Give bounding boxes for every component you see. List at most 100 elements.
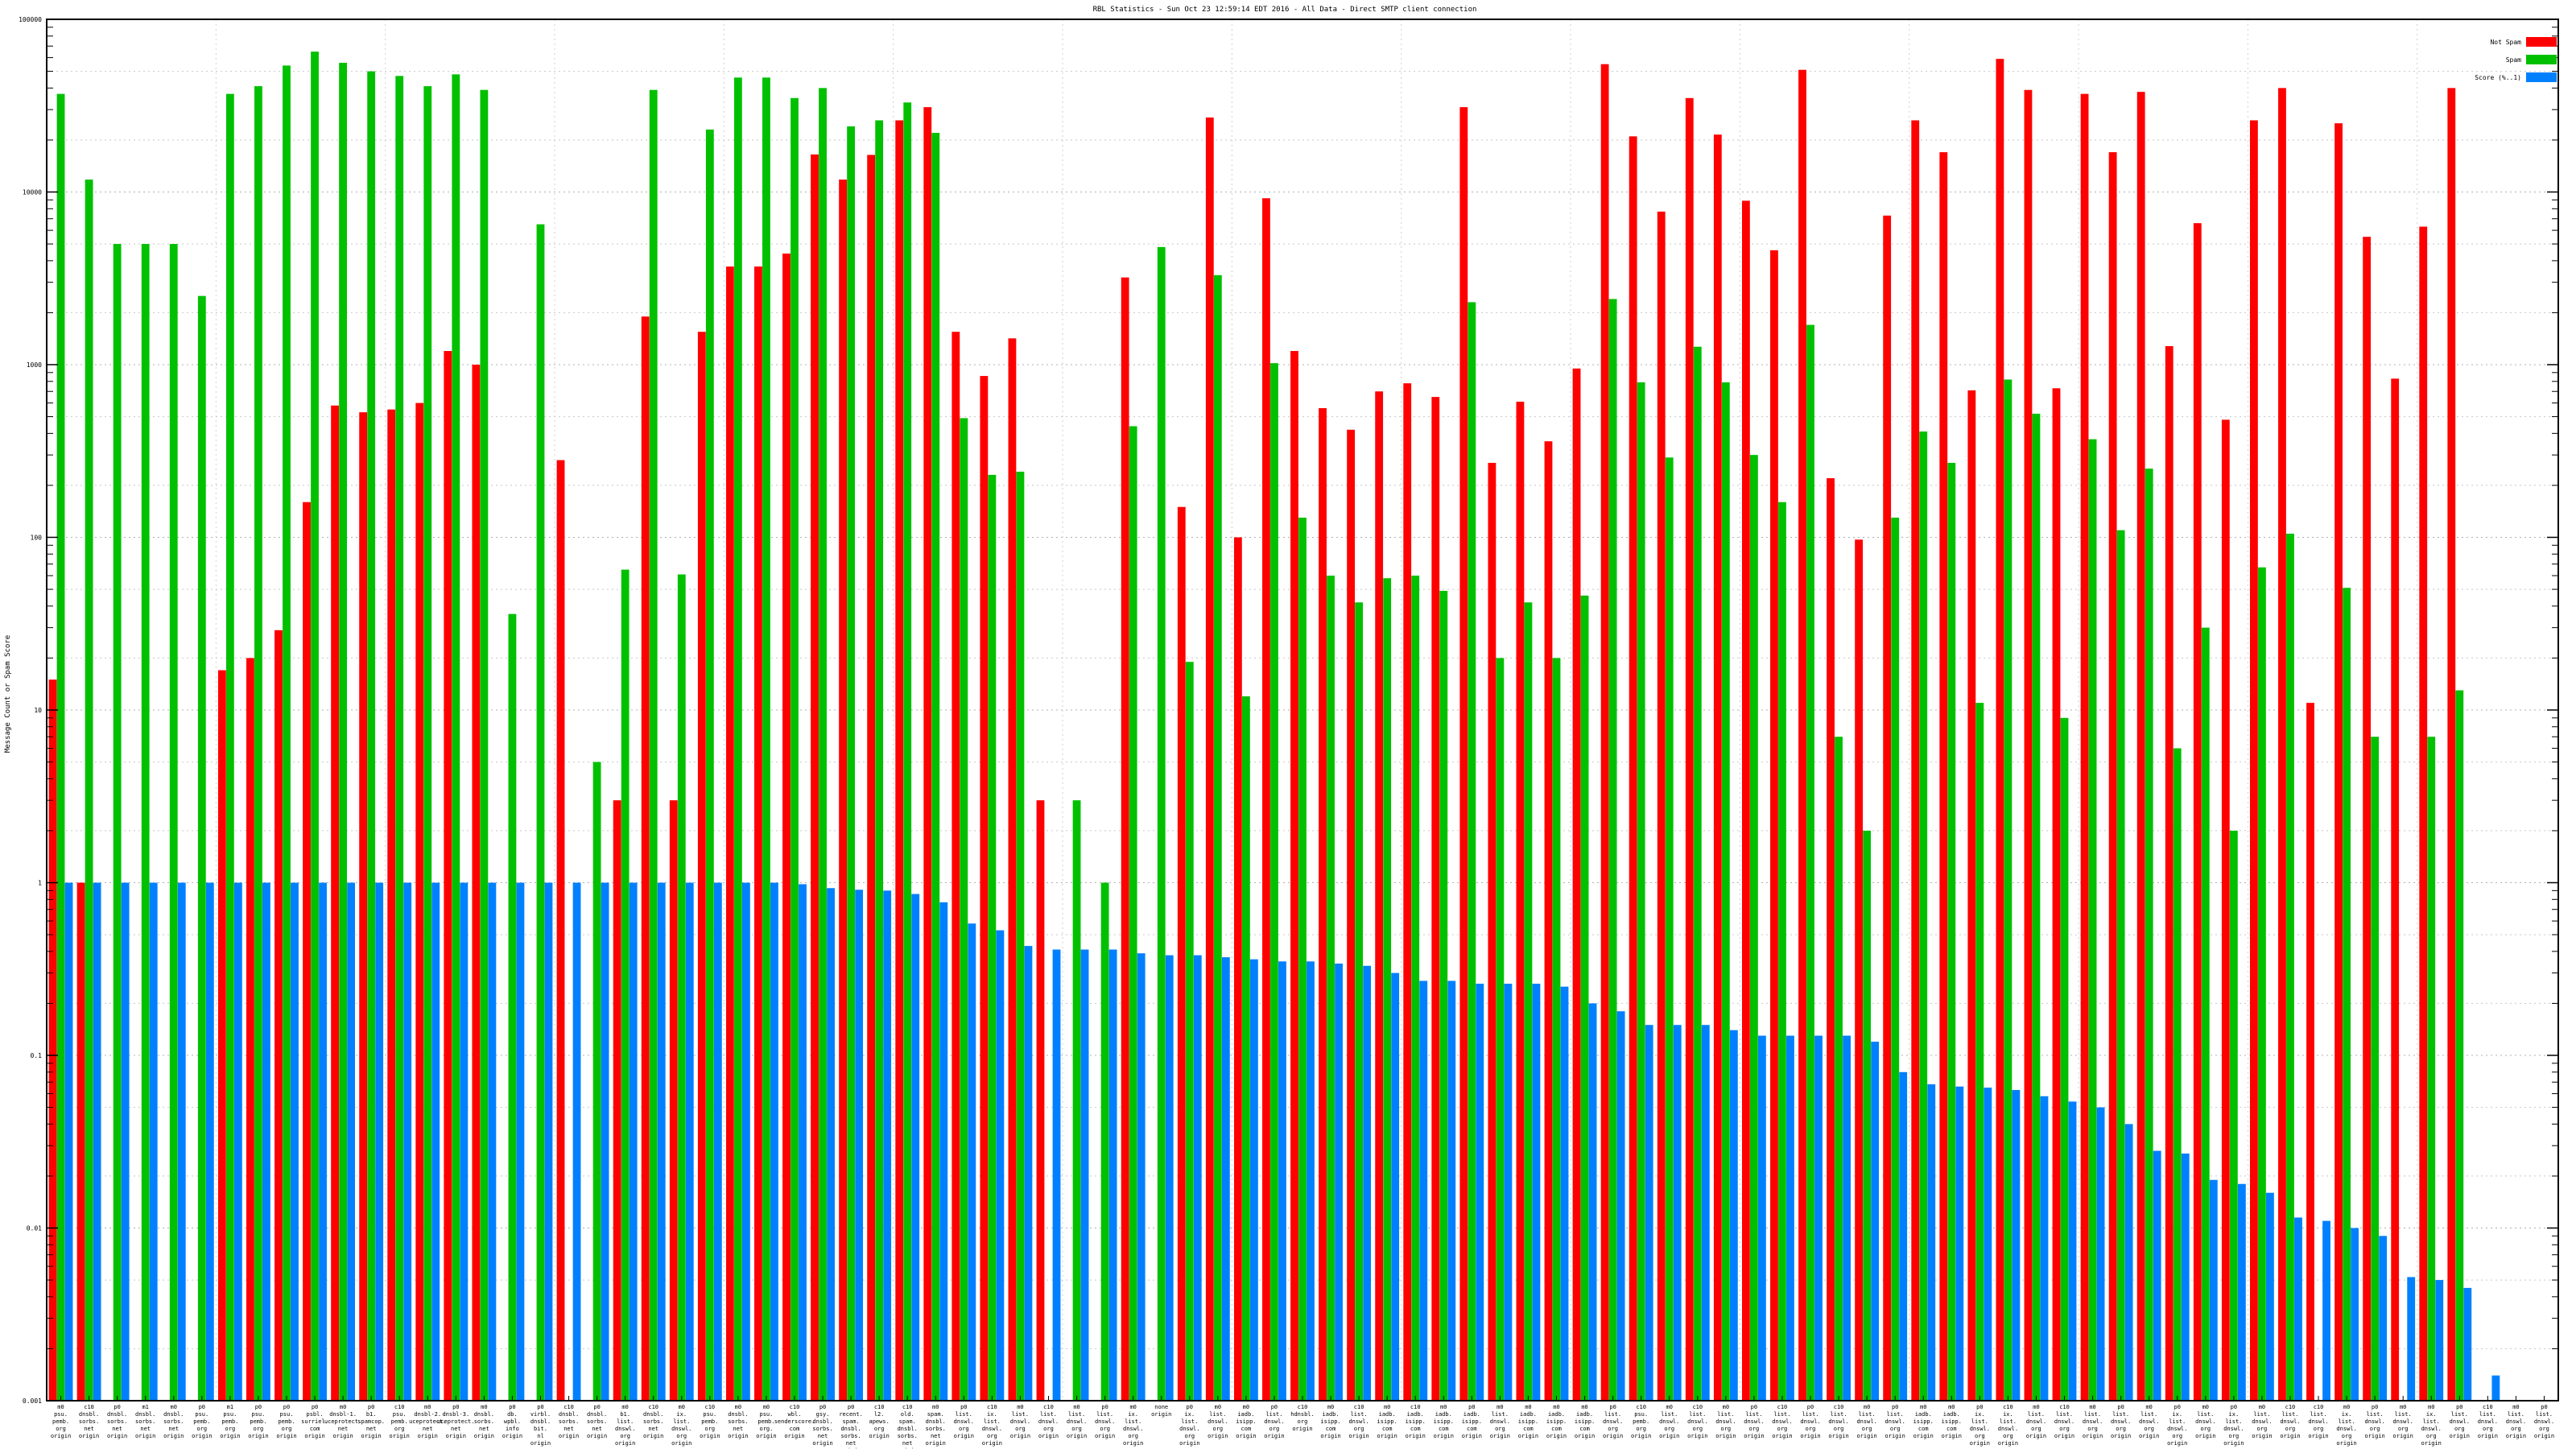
y-axis-ticks: 100000 10000 1000 100 10 1 0.1 0.01 0.001	[19, 16, 2558, 1405]
spam-bar	[1947, 462, 1956, 1402]
spam-bar	[819, 88, 827, 1401]
spam-bar	[1891, 518, 1900, 1402]
x-tick-label: c10 ix. list. dnswl. org origin	[1998, 1404, 2018, 1447]
score-bar	[1108, 949, 1117, 1401]
not-spam-bar	[2080, 93, 2089, 1401]
x-tick-label: p0 ix. list. dnswl. org origin	[2223, 1404, 2244, 1447]
not-spam-bar	[444, 351, 452, 1401]
spam-bar	[1016, 471, 1025, 1401]
spam-bar	[1721, 382, 1730, 1401]
x-tick-label: m0 dnsbl. sorbs. net origin	[728, 1404, 748, 1439]
score-bar	[375, 882, 384, 1401]
x-tick-label: p0 list. dnswl. org origin	[1744, 1404, 1764, 1439]
spam-bar	[1327, 576, 1335, 1401]
x-tick-label: m0 list. dnswl. org origin	[1715, 1404, 1736, 1439]
score-bar	[291, 882, 299, 1401]
spam-bar	[2455, 690, 2464, 1401]
spam-bar	[283, 65, 291, 1402]
spam-bar	[169, 244, 178, 1401]
score-bar	[1307, 961, 1315, 1401]
spam-bar	[1975, 703, 1984, 1401]
score-bar	[2237, 1183, 2246, 1401]
x-tick-label: m0 dnsbl. sorbs. net origin	[163, 1404, 184, 1439]
score-bar	[460, 882, 469, 1401]
spam-bar	[2201, 627, 2210, 1401]
not-spam-bar	[2278, 88, 2286, 1401]
x-tick-label: p0 ix. list. dnswl. org origin	[1970, 1404, 1990, 1447]
x-tick-label: m0 iadb. isipp. com origin	[1236, 1404, 1256, 1439]
spam-bar	[677, 574, 686, 1401]
x-tick-label: c10 hdnsbl. org origin	[1290, 1404, 1315, 1432]
y-tick-label: 10	[34, 707, 42, 714]
spam-bar	[113, 244, 122, 1401]
score-bar	[2491, 1375, 2500, 1401]
x-tick-label: m0 ix. list. dnswl. org origin	[2421, 1404, 2442, 1447]
score-bar	[1363, 965, 1372, 1401]
spam-bar	[2145, 469, 2153, 1401]
not-spam-bar	[2334, 123, 2343, 1402]
spam-bar	[1665, 457, 1674, 1401]
score-bar	[1532, 983, 1541, 1401]
score-bar	[2068, 1101, 2077, 1401]
x-tick-label: p0 b1. spamcop. net origin	[357, 1404, 385, 1439]
not-spam-bar	[1205, 117, 1214, 1402]
score-bar	[2012, 1090, 2021, 1401]
score-bar	[64, 882, 73, 1401]
score-bar	[1814, 1035, 1823, 1401]
score-bar	[1588, 1003, 1597, 1401]
spam-bar	[395, 76, 404, 1402]
x-tick-label: p0 psu. pemb. org origin	[248, 1404, 268, 1439]
x-tick-label: p0 list. dnswl. org origin	[1264, 1404, 1284, 1439]
not-spam-bar	[1375, 391, 1384, 1402]
x-tick-label: c10 list. dnswl. org origin	[1348, 1404, 1368, 1439]
x-tick-label: c10 psu. pemb. org origin	[390, 1404, 410, 1439]
score-bar	[713, 882, 722, 1401]
x-tick-label: c10 dnsbl. sorbs. net origin	[643, 1404, 663, 1439]
x-tick-label: c10 iadb. isipp. com origin	[1406, 1404, 1426, 1439]
y-tick-label: 100	[31, 535, 43, 542]
score-bar	[1673, 1025, 1682, 1401]
not-spam-bar	[839, 180, 847, 1402]
score-bar	[2153, 1150, 2161, 1401]
score-bar	[996, 930, 1005, 1401]
x-tick-label: p0 dnsbl-3. uceprotect. net origin	[437, 1404, 474, 1439]
x-tick-label: m0 list. dnswl. org origin	[2139, 1404, 2159, 1439]
chart-title: RBL Statistics - Sun Oct 23 12:59:14 EDT…	[1093, 6, 1477, 14]
spam-bar	[367, 71, 376, 1402]
not-spam-bar	[2165, 346, 2174, 1402]
spam-bar	[592, 762, 601, 1401]
spam-bar	[847, 126, 856, 1401]
not-spam-bar	[1319, 408, 1327, 1401]
x-tick-label: p0 list. dnswl. org origin	[1603, 1404, 1623, 1439]
score-bar	[1249, 959, 1258, 1401]
not-spam-bar	[1741, 200, 1750, 1402]
spam-bar	[1919, 431, 1928, 1401]
score-bar	[544, 882, 553, 1401]
spam-bar	[2032, 413, 2041, 1402]
score-bar	[1193, 955, 1202, 1401]
not-spam-bar	[1347, 429, 1356, 1402]
spam-bar	[705, 129, 714, 1401]
spam-bar	[1835, 737, 1843, 1401]
x-tick-label: c10 list. dnswl. org origin	[2054, 1404, 2074, 1439]
x-tick-label: c10 list. dnswl. org origin	[2280, 1404, 2300, 1439]
score-bar	[2435, 1280, 2444, 1401]
not-spam-bar	[2193, 223, 2202, 1402]
not-spam-bar	[76, 882, 85, 1401]
score-bar	[93, 882, 101, 1401]
score-bar	[2096, 1107, 2105, 1401]
x-tick-label: m0 dnsbl. sorbs. net origin	[474, 1404, 494, 1439]
score-bar	[2040, 1096, 2049, 1401]
spam-bar	[197, 295, 206, 1402]
x-tick-label: m0 iadb. isipp. com origin	[1942, 1404, 1962, 1439]
spam-bar	[931, 133, 940, 1402]
x-tick-label: m0 list. dnswl. org origin	[1067, 1404, 1087, 1439]
x-tick-label: m0 psu. pemb. org origin	[51, 1404, 71, 1439]
spam-bar	[1468, 302, 1476, 1401]
legend-swatch	[2526, 72, 2557, 82]
not-spam-bar	[387, 409, 396, 1402]
score-bar	[403, 882, 412, 1401]
not-spam-bar	[1121, 277, 1129, 1402]
not-spam-bar	[2052, 388, 2061, 1401]
score-bar	[1221, 957, 1230, 1401]
